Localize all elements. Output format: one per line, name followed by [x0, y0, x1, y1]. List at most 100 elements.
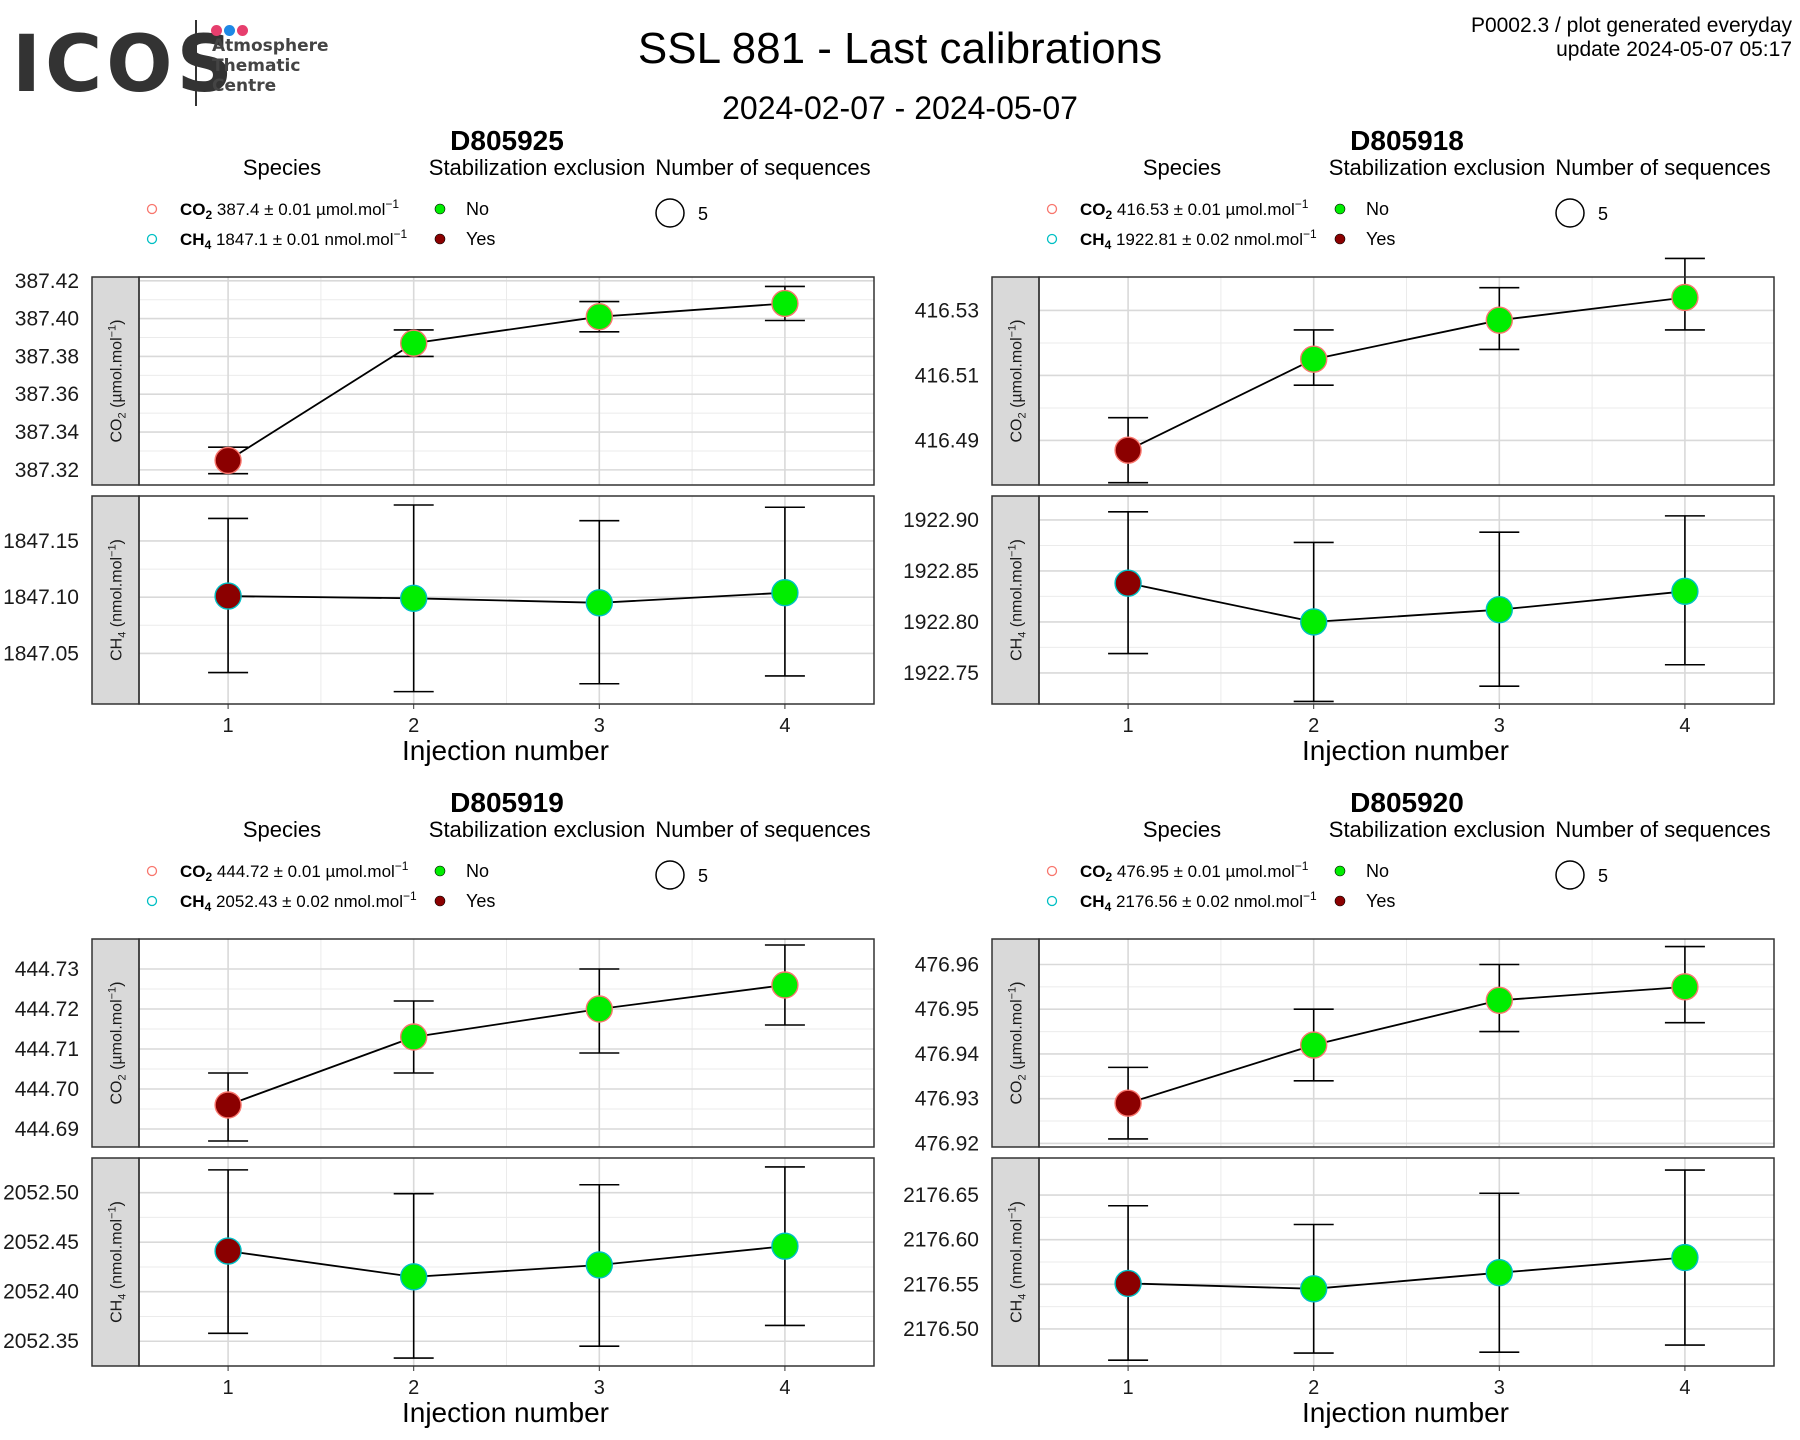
x-tick-label: 3 [1494, 1377, 1505, 1399]
legend-nsequences-title: Number of sequences [655, 817, 870, 842]
legend-ch4-label: CH4 1847.1 ± 0.01 nmol.mol−1 [180, 227, 408, 252]
y-tick-label: 387.36 [15, 383, 79, 406]
data-point [1114, 1269, 1142, 1298]
panel-CH4: 2176.50 2176.55 2176.60 2176.65 CH4 (nmol.mo… [903, 1157, 1775, 1367]
data-point [771, 971, 799, 999]
panel-CO2: 476.92 476.93 476.94 476.95 476.96 CO2 (µmol.… [915, 938, 1775, 1155]
chart-title: D805919 [450, 787, 564, 818]
x-tick-label: 4 [1679, 715, 1690, 737]
panel-CH4: 1922.75 1922.80 1922.85 1922.90 CH4 (nmol.mo… [903, 495, 1775, 705]
x-tick-label: 2 [1308, 1377, 1319, 1399]
legend-ch4-key [146, 895, 158, 907]
logo-subtitle: Atmosphere Thematic Centre [212, 36, 329, 96]
legend-co2-key [146, 203, 158, 215]
legend-no-label: No [466, 861, 489, 881]
y-tick-label: 416.49 [915, 429, 979, 452]
legend-ch4-label: CH4 2176.56 ± 0.02 nmol.mol−1 [1080, 889, 1317, 914]
legend-yes-key [1334, 895, 1346, 907]
x-axis-label: Injection number [402, 735, 609, 766]
data-point [1671, 283, 1699, 312]
legend-ch4-label: CH4 1922.81 ± 0.02 nmol.mol−1 [1080, 227, 1317, 252]
legend-no-key [1334, 865, 1346, 877]
x-tick-label: 3 [1494, 715, 1505, 737]
y-tick-label: 1847.15 [3, 530, 79, 553]
y-tick-label: 476.95 [915, 998, 979, 1021]
panel-strip [91, 1157, 140, 1367]
data-point [1299, 345, 1328, 373]
y-tick-label: 2176.55 [903, 1273, 979, 1296]
data-point [214, 446, 242, 475]
legend-ch4-key [1046, 895, 1058, 907]
legend-co2-label: CO2 416.53 ± 0.01 µmol.mol−1 [1080, 197, 1309, 222]
data-point [399, 1023, 428, 1051]
panel-border [1038, 938, 1775, 1148]
y-tick-label: 2176.60 [903, 1229, 979, 1252]
panel-strip [991, 938, 1040, 1148]
legend-co2-label: CO2 387.4 ± 0.01 µmol.mol−1 [180, 197, 399, 222]
y-tick-label: 387.38 [15, 345, 79, 368]
x-tick-label: 3 [594, 1377, 605, 1399]
data-point [1299, 1275, 1328, 1303]
panel-CH4: 2052.35 2052.40 2052.45 2052.50 CH4 (nmol.mo… [3, 1157, 875, 1367]
y-tick-label: 1847.10 [3, 586, 79, 609]
y-tick-label: 444.73 [15, 958, 79, 981]
chart-D805919: D805919 Species Stabilization exclusion Num… [3, 787, 875, 1428]
panel-border [1038, 1157, 1775, 1367]
legend-yes-label: Yes [466, 891, 495, 911]
data-point [1671, 973, 1699, 1001]
page-header: ICOS Atmosphere Thematic Centre SSL 881 … [0, 0, 1800, 130]
data-point [214, 1237, 242, 1265]
legend-stabilization-title: Stabilization exclusion [429, 155, 645, 180]
x-axis-label: Injection number [1302, 735, 1509, 766]
chart-title: D805925 [450, 130, 564, 156]
panel-strip-label: CO2 (µmol.mol−1) [107, 982, 129, 1105]
data-point [1671, 577, 1699, 606]
y-tick-label: 1922.75 [903, 662, 979, 685]
y-tick-label: 1922.85 [903, 560, 979, 583]
panel-strip [91, 938, 140, 1148]
series-line-CO2 [1127, 296, 1686, 452]
x-tick-label: 1 [1123, 715, 1134, 737]
legend-species-title: Species [1143, 155, 1221, 180]
x-tick-label: 4 [779, 1377, 790, 1399]
date-range: 2024-02-07 - 2024-05-07 [722, 90, 1078, 126]
x-tick-label: 1 [223, 1377, 234, 1399]
legend-co2-label: CO2 444.72 ± 0.01 µmol.mol−1 [180, 859, 409, 884]
legend-no-label: No [1366, 199, 1389, 219]
data-point [399, 1263, 428, 1291]
legend-species-title: Species [243, 155, 321, 180]
data-point [1114, 1089, 1142, 1117]
panel-border [138, 495, 875, 705]
legend-yes-key [434, 233, 446, 245]
chart-D805925: D805925 Species Stabilization exclusion Num… [3, 130, 875, 766]
data-point [771, 578, 799, 607]
panel-strip [91, 495, 140, 705]
legend-nsequences-key [655, 198, 685, 228]
y-tick-label: 416.53 [915, 299, 979, 322]
x-axis-label: Injection number [402, 1397, 609, 1428]
panel-strip-label: CH4 (nmol.mol−1) [1007, 1201, 1029, 1323]
y-tick-label: 2052.45 [3, 1231, 79, 1254]
legend-stabilization-title: Stabilization exclusion [1329, 155, 1545, 180]
legend-no-key [1334, 203, 1346, 215]
panel-CH4: 1847.05 1847.10 1847.15 CH4 (nmol.mol−1) [3, 495, 875, 705]
panel-CO2: 387.32 387.34 387.36 387.38 387.40 387.42 CO2 … [15, 270, 875, 486]
y-tick-label: 387.34 [15, 421, 80, 444]
y-tick-label: 2176.50 [903, 1318, 979, 1341]
legend-co2-label: CO2 476.95 ± 0.01 µmol.mol−1 [1080, 859, 1309, 884]
legend-no-label: No [466, 199, 489, 219]
legend-co2-key [146, 865, 158, 877]
data-point [771, 1232, 799, 1260]
x-tick-label: 3 [594, 715, 605, 737]
legend-ch4-label: CH4 2052.43 ± 0.02 nmol.mol−1 [180, 889, 417, 914]
x-tick-label: 4 [779, 715, 790, 737]
y-tick-label: 476.94 [915, 1043, 980, 1066]
panel-border [138, 938, 875, 1148]
legend-yes-key [434, 895, 446, 907]
legend-stabilization-title: Stabilization exclusion [429, 817, 645, 842]
generation-info: P0002.3 / plot generated everyday update… [1471, 14, 1792, 62]
legend-yes-label: Yes [1366, 229, 1395, 249]
chart-title: D805920 [1350, 787, 1464, 818]
y-tick-label: 444.70 [15, 1078, 79, 1101]
legend: Species Stabilization exclusion Number of … [146, 155, 871, 252]
